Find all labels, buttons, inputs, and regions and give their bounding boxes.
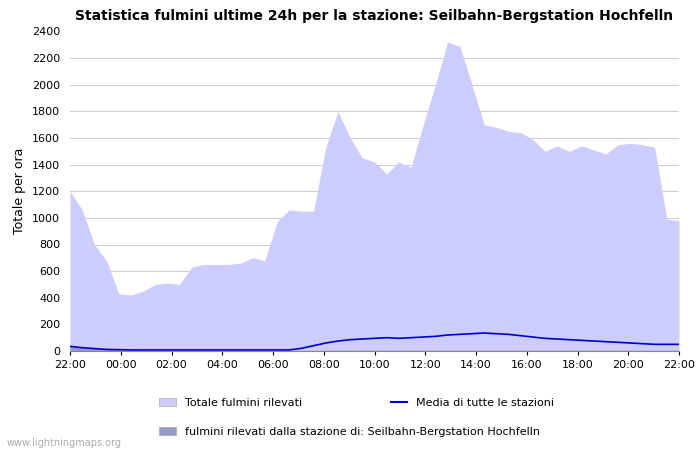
Legend: fulmini rilevati dalla stazione di: Seilbahn-Bergstation Hochfelln: fulmini rilevati dalla stazione di: Seil… bbox=[155, 423, 544, 441]
Y-axis label: Totale per ora: Totale per ora bbox=[13, 148, 27, 234]
Text: www.lightningmaps.org: www.lightningmaps.org bbox=[7, 438, 122, 448]
Title: Statistica fulmini ultime 24h per la stazione: Seilbahn-Bergstation Hochfelln: Statistica fulmini ultime 24h per la sta… bbox=[76, 9, 673, 23]
